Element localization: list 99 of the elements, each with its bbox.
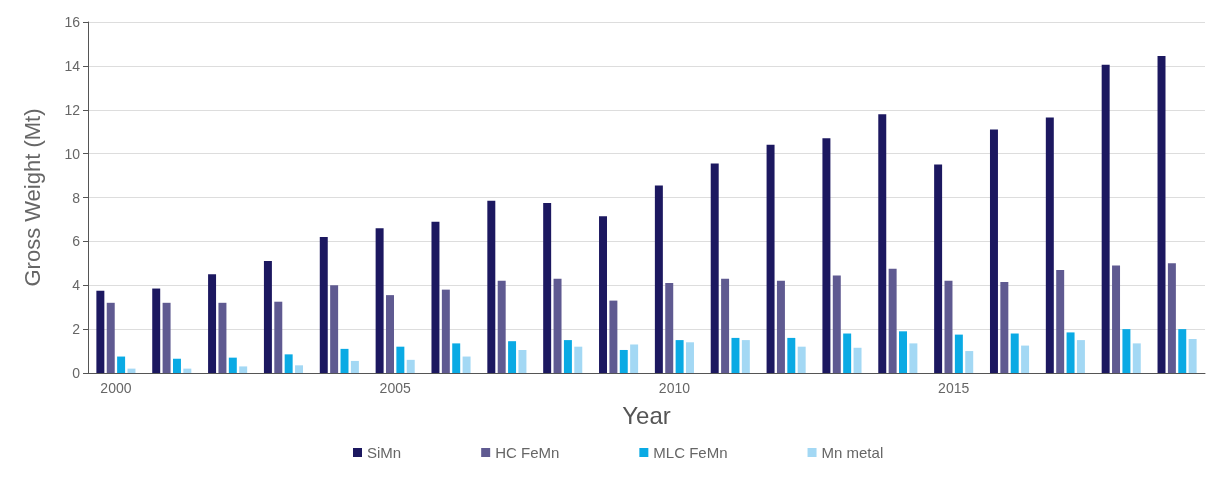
bar bbox=[832, 275, 841, 373]
bar bbox=[1188, 339, 1197, 373]
legend-label: MLC FeMn bbox=[653, 444, 728, 461]
bar bbox=[989, 129, 998, 373]
bar bbox=[888, 268, 897, 373]
bar bbox=[127, 368, 136, 373]
bar bbox=[462, 356, 471, 373]
bar bbox=[797, 346, 806, 373]
bar bbox=[731, 337, 740, 373]
bar bbox=[1076, 340, 1085, 373]
bar bbox=[487, 200, 496, 373]
bar bbox=[553, 278, 562, 373]
bar bbox=[295, 365, 304, 373]
bar bbox=[1122, 329, 1131, 373]
bar bbox=[183, 368, 192, 373]
bar bbox=[1056, 269, 1065, 373]
bar bbox=[396, 346, 405, 373]
bar bbox=[508, 341, 517, 373]
bar bbox=[721, 278, 730, 373]
bar bbox=[406, 359, 415, 373]
bar bbox=[599, 216, 608, 373]
bar bbox=[665, 283, 674, 373]
bar bbox=[152, 288, 161, 373]
bar bbox=[766, 144, 775, 373]
legend-label: Mn metal bbox=[821, 444, 884, 461]
bar bbox=[1178, 329, 1187, 373]
bar bbox=[518, 349, 527, 373]
bar bbox=[218, 302, 227, 373]
bar bbox=[675, 340, 684, 373]
bar bbox=[96, 290, 105, 373]
bar bbox=[944, 280, 953, 373]
bar bbox=[954, 334, 963, 373]
y-tick-label: 6 bbox=[72, 233, 81, 250]
bar bbox=[899, 331, 907, 373]
bar bbox=[630, 344, 639, 373]
bar bbox=[172, 358, 181, 373]
legend-label: SiMn bbox=[367, 444, 402, 461]
bar bbox=[375, 228, 384, 373]
bar bbox=[162, 302, 171, 373]
bar bbox=[853, 347, 862, 373]
bar bbox=[619, 349, 628, 373]
y-axis-title: Gross Weight (Mt) bbox=[19, 108, 45, 287]
bar bbox=[263, 261, 272, 373]
bar bbox=[787, 337, 796, 373]
y-tick-label: 16 bbox=[64, 14, 81, 30]
x-axis-title: Year bbox=[622, 401, 671, 429]
bar bbox=[1045, 117, 1054, 373]
y-tick-label: 0 bbox=[72, 365, 81, 381]
x-tick-label: 2010 bbox=[658, 380, 691, 396]
bar bbox=[1112, 265, 1121, 373]
bar bbox=[1021, 345, 1030, 373]
bar bbox=[1000, 281, 1009, 373]
bar bbox=[330, 285, 339, 373]
bar bbox=[106, 302, 115, 373]
y-tick-label: 10 bbox=[64, 145, 81, 162]
bar bbox=[117, 356, 126, 373]
bar bbox=[741, 340, 750, 373]
bar bbox=[909, 343, 918, 373]
bar bbox=[776, 280, 785, 373]
x-tick-label: 2005 bbox=[379, 380, 411, 396]
bar bbox=[319, 236, 328, 373]
bar bbox=[497, 280, 506, 373]
bar bbox=[239, 366, 248, 373]
bar bbox=[878, 114, 887, 373]
bar bbox=[431, 221, 440, 373]
x-tick-label: 2015 bbox=[938, 380, 970, 396]
legend-label: HC FeMn bbox=[495, 444, 560, 461]
bar bbox=[452, 343, 461, 373]
bar bbox=[843, 333, 852, 373]
bar bbox=[228, 357, 237, 373]
bar bbox=[284, 354, 293, 373]
x-tick-label: 2000 bbox=[100, 380, 132, 396]
bar bbox=[441, 289, 450, 373]
bar bbox=[274, 301, 283, 373]
bar bbox=[965, 351, 974, 373]
y-tick-label: 2 bbox=[72, 321, 81, 338]
bar bbox=[340, 348, 349, 373]
bar bbox=[386, 295, 394, 373]
bar bbox=[654, 185, 663, 373]
bar bbox=[1157, 56, 1166, 373]
y-tick-label: 12 bbox=[64, 101, 81, 118]
bar bbox=[685, 342, 694, 373]
bar bbox=[543, 202, 552, 373]
bar bbox=[710, 163, 719, 373]
bar bbox=[1066, 332, 1075, 373]
y-tick-label: 14 bbox=[64, 57, 81, 74]
bar bbox=[563, 340, 572, 373]
bar bbox=[208, 274, 217, 373]
bar bbox=[1167, 263, 1176, 373]
bar bbox=[822, 138, 831, 373]
bar bbox=[1010, 333, 1019, 373]
y-tick-label: 4 bbox=[72, 277, 81, 294]
bar bbox=[934, 164, 943, 373]
bar bbox=[1101, 64, 1110, 373]
bar bbox=[609, 300, 618, 373]
bar bbox=[574, 346, 583, 373]
y-tick-label: 8 bbox=[72, 189, 81, 206]
bar bbox=[350, 360, 359, 373]
bar bbox=[1132, 343, 1141, 373]
